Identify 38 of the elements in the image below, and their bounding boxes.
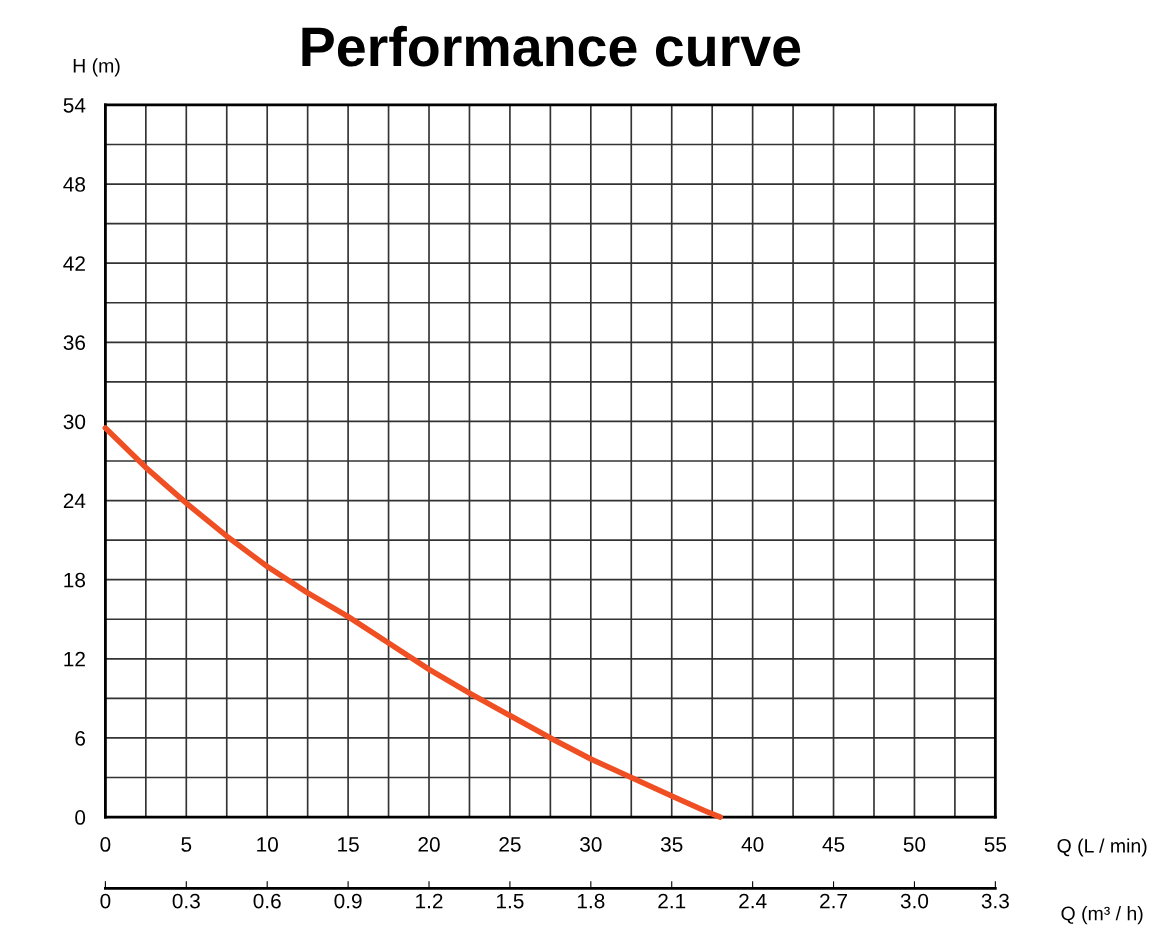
x2-tick-label: 1.8 xyxy=(577,893,605,909)
x-tick-label: 15 xyxy=(338,837,359,852)
y-tick-label: 36 xyxy=(63,335,86,351)
x-tick-label: 50 xyxy=(903,837,926,852)
x-tick-label: 45 xyxy=(822,837,845,852)
x-tick-label: 35 xyxy=(660,837,683,852)
chart-title: Performance curve xyxy=(302,25,801,67)
x-tick-label: 30 xyxy=(580,837,602,852)
y-tick-label: 48 xyxy=(63,177,86,192)
x2-axis-title: Q (m³ / h) xyxy=(1061,906,1143,925)
y-tick-label: 42 xyxy=(63,256,85,271)
x-tick-label: 5 xyxy=(181,837,192,852)
x2-tick-label: 3.3 xyxy=(981,893,1009,909)
x2-tick-label: 0.9 xyxy=(334,893,362,909)
y-tick-label: 6 xyxy=(75,730,86,746)
x-tick-label: 10 xyxy=(257,837,278,852)
x-axis-title: Q (L / min) xyxy=(1057,838,1147,857)
x2-tick-label: 2.7 xyxy=(820,893,847,909)
x-tick-label: 20 xyxy=(418,837,440,852)
y-tick-label: 0 xyxy=(75,810,86,825)
y-tick-label: 24 xyxy=(63,493,86,509)
y-tick-label: 12 xyxy=(64,651,85,667)
x2-tick-label: 3.0 xyxy=(900,893,929,909)
x2-tick-label: 2.1 xyxy=(658,893,686,909)
x2-tick-label: 0.3 xyxy=(172,893,200,909)
y-tick-label: 54 xyxy=(63,98,86,113)
x2-tick-label: 0 xyxy=(100,893,111,909)
y-axis-title: H (m) xyxy=(73,58,120,77)
x2-tick-label: 1.5 xyxy=(497,893,524,909)
x2-tick-label: 1.2 xyxy=(416,893,443,909)
x-tick-label: 40 xyxy=(741,837,764,852)
x-tick-label: 55 xyxy=(984,837,1007,852)
x2-tick-label: 0.6 xyxy=(253,893,281,909)
y-tick-label: 30 xyxy=(63,414,86,430)
y-tick-label: 18 xyxy=(64,572,86,588)
x-tick-label: 0 xyxy=(100,837,111,852)
x-tick-label: 25 xyxy=(499,837,521,852)
x2-tick-label: 2.4 xyxy=(739,893,767,909)
